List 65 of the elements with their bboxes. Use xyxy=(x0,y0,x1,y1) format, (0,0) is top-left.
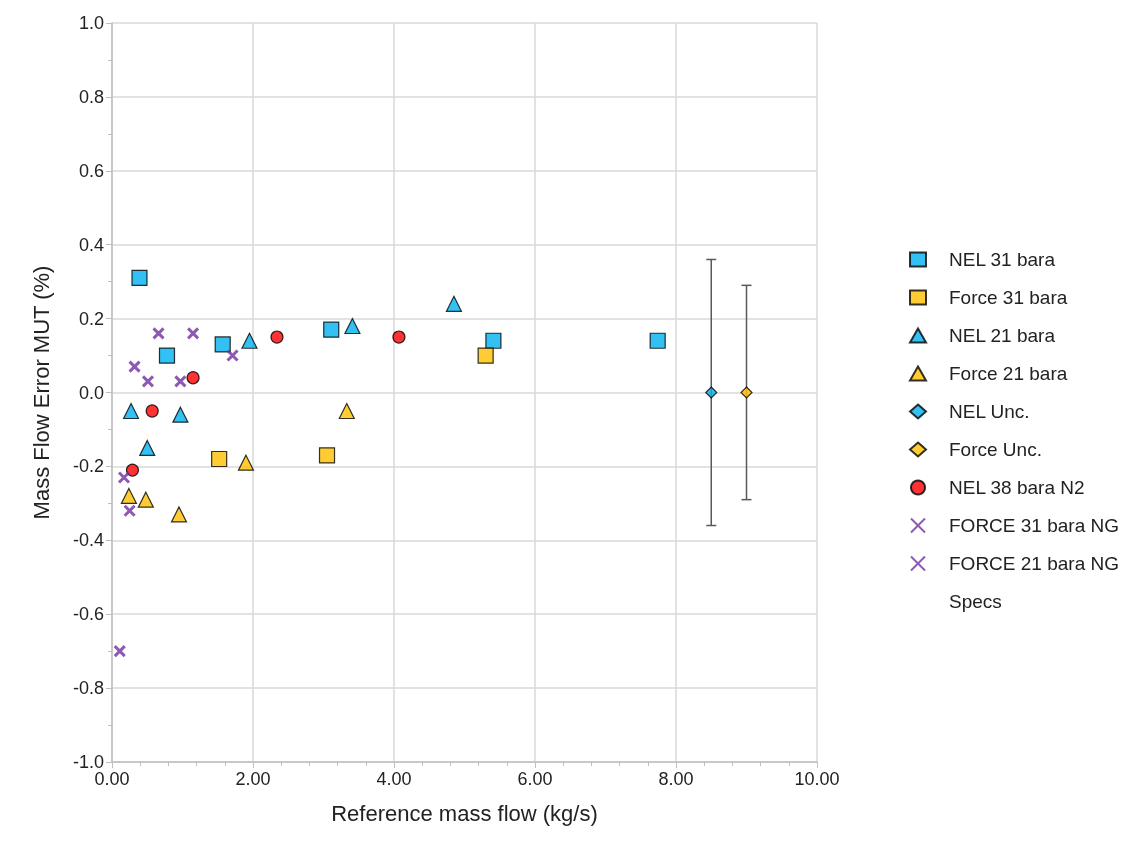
point xyxy=(740,386,753,399)
y-tick-label: -1.0 xyxy=(72,752,104,772)
point xyxy=(344,317,361,335)
y-tick-label: -0.2 xyxy=(72,456,104,477)
point xyxy=(226,349,240,363)
legend-label: Force 31 bara xyxy=(949,287,1068,308)
x-tick-label: 6.00 xyxy=(517,769,553,789)
point xyxy=(172,406,189,423)
y-tick-label: -0.8 xyxy=(72,678,104,699)
legend-label: Force 21 bara xyxy=(949,363,1068,384)
point xyxy=(152,326,166,340)
point xyxy=(117,470,131,484)
point xyxy=(145,404,159,418)
point xyxy=(141,374,155,388)
legend-label: NEL 31 bara xyxy=(949,249,1056,270)
legend-label: NEL Unc. xyxy=(949,401,1030,422)
point xyxy=(137,491,154,508)
legend-label: FORCE 21 bara NG xyxy=(949,553,1119,574)
point xyxy=(270,330,284,344)
point xyxy=(139,439,156,457)
point xyxy=(186,371,200,385)
point xyxy=(214,336,231,353)
x-tick-label: 10.00 xyxy=(794,769,840,789)
point xyxy=(445,295,463,312)
point xyxy=(477,347,494,364)
point xyxy=(241,332,258,349)
point xyxy=(170,506,188,523)
point xyxy=(318,447,336,464)
y-tick-label: -0.6 xyxy=(72,604,104,625)
y-tick-label: 0.4 xyxy=(78,234,104,255)
point xyxy=(186,326,200,340)
legend-label: FORCE 31 bara NG xyxy=(949,515,1119,536)
point xyxy=(158,347,176,364)
point xyxy=(128,360,142,374)
x-tick-label: 2.00 xyxy=(235,769,271,789)
x-tick-label: 4.00 xyxy=(376,769,412,789)
y-tick-label: -0.4 xyxy=(72,530,104,551)
y-tick-label: 0.0 xyxy=(78,382,104,403)
point xyxy=(113,644,127,658)
point xyxy=(211,450,228,468)
point xyxy=(237,454,255,471)
point xyxy=(131,269,148,287)
point xyxy=(649,332,666,349)
legend-label: NEL 38 bara N2 xyxy=(949,477,1085,498)
point xyxy=(122,402,140,420)
legend-label: Force Unc. xyxy=(949,439,1042,460)
y-tick-label: 0.6 xyxy=(78,160,104,181)
legend-label: Specs xyxy=(949,591,1002,612)
legend-label: NEL 21 bara xyxy=(949,325,1056,346)
y-tick-label: 0.8 xyxy=(78,86,104,107)
x-tick-label: 8.00 xyxy=(658,769,694,789)
point xyxy=(323,321,340,338)
point xyxy=(485,332,502,349)
x-tick-label: 0.00 xyxy=(94,769,130,789)
point xyxy=(338,402,355,420)
y-axis-title: Mass Flow Error MUT (%) xyxy=(28,265,54,520)
point xyxy=(705,386,718,399)
y-tick-label: 0.2 xyxy=(78,308,104,329)
point xyxy=(123,504,137,518)
x-axis-title: Reference mass flow (kg/s) xyxy=(331,800,598,826)
point xyxy=(125,463,140,477)
point xyxy=(173,374,187,388)
point xyxy=(392,330,406,344)
y-tick-label: 1.0 xyxy=(78,13,104,33)
point xyxy=(120,487,138,505)
